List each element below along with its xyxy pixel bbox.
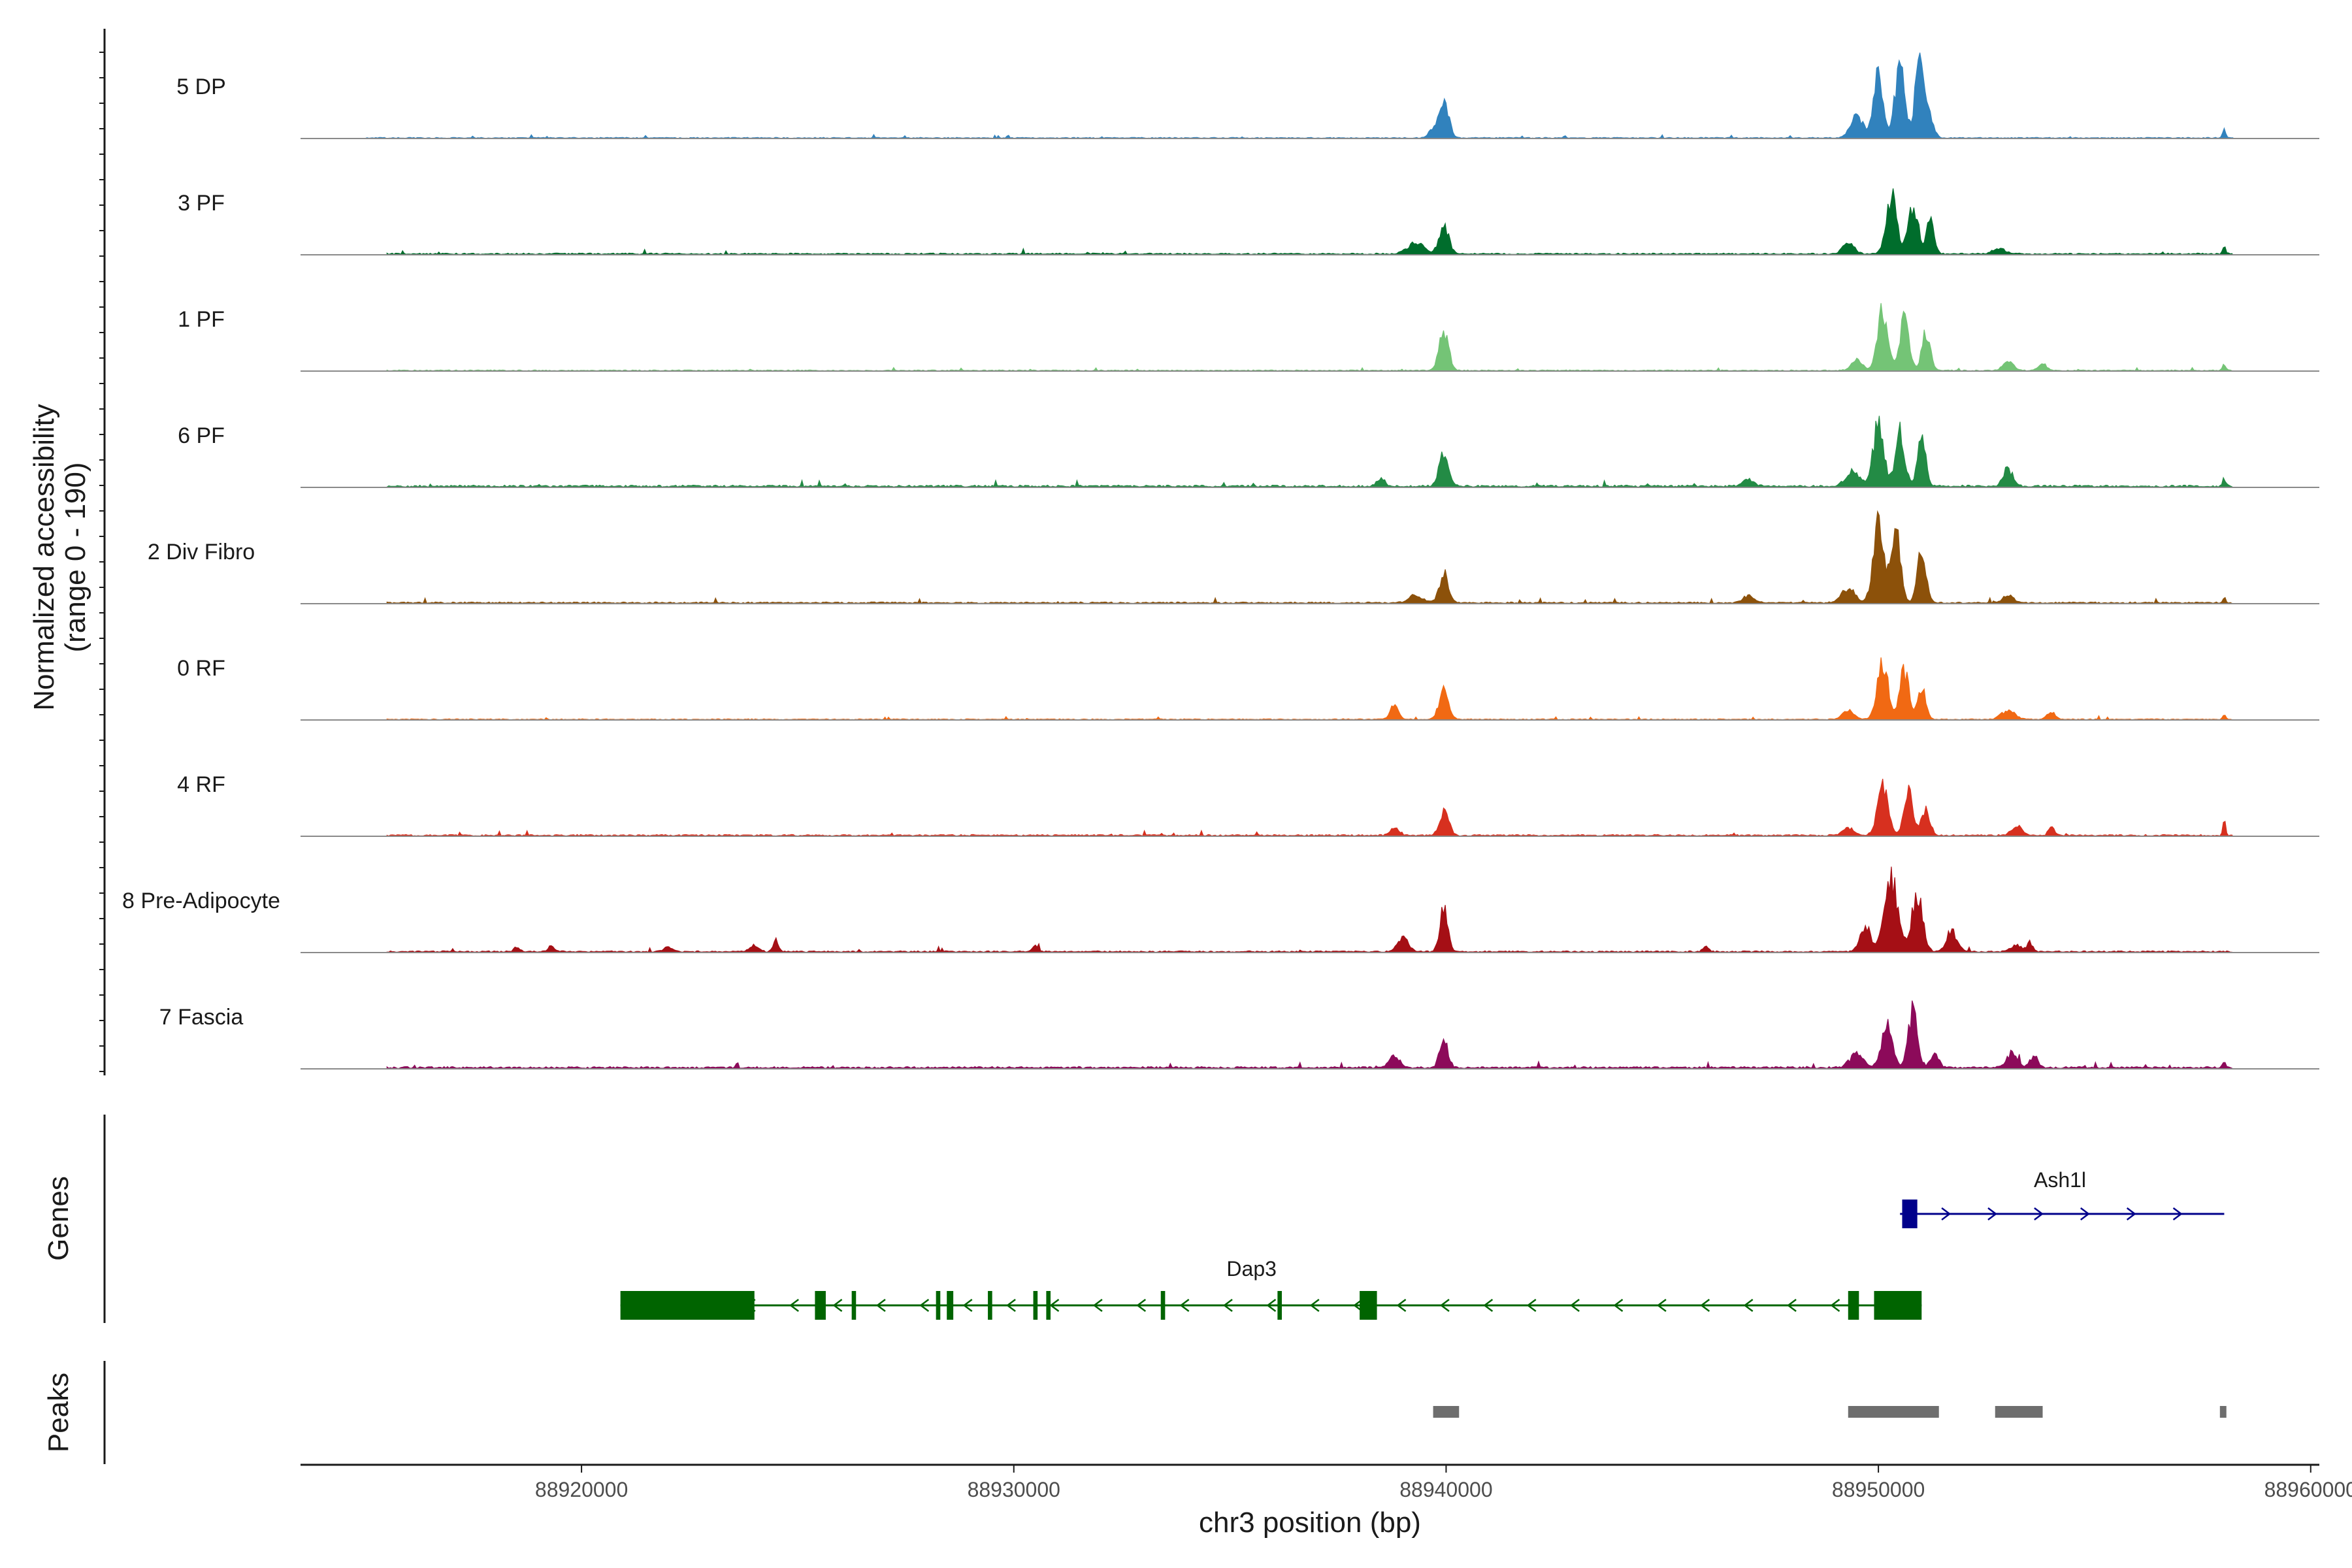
- y-axis-title: Normalized accessibility: [28, 404, 60, 710]
- gene-exon: [1033, 1291, 1038, 1320]
- strand-arrow-icon: [1526, 1299, 1537, 1312]
- strand-arrow-icon: [1266, 1299, 1277, 1312]
- x-axis-title: chr3 position (bp): [1199, 1507, 1421, 1539]
- track-label: 0 RF: [177, 656, 225, 681]
- strand-arrow-icon: [2034, 1207, 2044, 1220]
- strand-arrow-icon: [1483, 1299, 1494, 1312]
- strand-arrow-icon: [962, 1299, 973, 1312]
- y-axis-range: (range 0 - 190): [59, 462, 91, 652]
- genes-track-label: Genes: [42, 1176, 74, 1261]
- gene-exon: [936, 1291, 941, 1320]
- x-tick-label: 88930000: [968, 1478, 1060, 1501]
- x-tick-label: 88950000: [1832, 1478, 1925, 1501]
- coverage-area: [365, 52, 2234, 139]
- x-tick-label: 88940000: [1399, 1478, 1492, 1501]
- coverage-area: [386, 778, 2234, 837]
- gene-exon: [988, 1291, 992, 1320]
- coverage-area: [386, 1000, 2234, 1070]
- gene-exon: [1897, 1291, 1922, 1320]
- strand-arrow-icon: [832, 1299, 843, 1312]
- coverage-area: [386, 302, 2233, 372]
- gene-exon: [1160, 1291, 1166, 1320]
- strand-arrow-icon: [1222, 1299, 1233, 1312]
- strand-arrow-icon: [1092, 1299, 1103, 1312]
- strand-arrow-icon: [1656, 1299, 1667, 1312]
- strand-arrow-icon: [1787, 1299, 1797, 1312]
- coverage-area: [386, 188, 2234, 255]
- coverage-area: [386, 510, 2233, 604]
- track-label: 6 PF: [178, 423, 225, 448]
- x-tick-label: 88920000: [535, 1478, 628, 1501]
- gene-name-label: Ash1l: [2034, 1168, 2086, 1192]
- gene-exon: [620, 1291, 755, 1320]
- track-label: 5 DP: [176, 74, 226, 99]
- gene-exon: [947, 1291, 954, 1320]
- strand-arrow-icon: [1700, 1299, 1710, 1312]
- coverage-area: [386, 416, 2234, 488]
- track-label: 4 RF: [177, 772, 225, 797]
- gene-exon: [1902, 1200, 1918, 1228]
- peak-region: [1848, 1406, 1939, 1418]
- strand-arrow-icon: [919, 1299, 930, 1312]
- peak-region: [1995, 1406, 2043, 1418]
- strand-arrow-icon: [1743, 1299, 1754, 1312]
- strand-arrow-icon: [1396, 1299, 1407, 1312]
- strand-arrow-icon: [1613, 1299, 1624, 1312]
- strand-arrow-icon: [1179, 1299, 1190, 1312]
- strand-arrow-icon: [1941, 1207, 1952, 1220]
- coverage-area: [386, 866, 2233, 953]
- strand-arrow-icon: [1136, 1299, 1147, 1312]
- gene-exon: [815, 1291, 826, 1320]
- peak-region: [1433, 1406, 1460, 1418]
- coverage-area: [386, 657, 2233, 721]
- gene-exon: [1046, 1291, 1051, 1320]
- gene-name-label: Dap3: [1226, 1257, 1277, 1281]
- track-label: 7 Fascia: [159, 1005, 244, 1030]
- strand-arrow-icon: [1049, 1299, 1060, 1312]
- track-label: 1 PF: [178, 307, 225, 332]
- strand-arrow-icon: [1830, 1299, 1840, 1312]
- strand-arrow-icon: [1987, 1207, 1998, 1220]
- gene-exon: [851, 1291, 857, 1320]
- strand-arrow-icon: [875, 1299, 886, 1312]
- strand-arrow-icon: [1309, 1299, 1320, 1312]
- x-tick-label: 88960000: [2264, 1478, 2352, 1501]
- strand-arrow-icon: [2172, 1207, 2183, 1220]
- strand-arrow-icon: [1006, 1299, 1016, 1312]
- strand-arrow-icon: [1439, 1299, 1450, 1312]
- strand-arrow-icon: [2126, 1207, 2136, 1220]
- peaks-track-label: Peaks: [42, 1373, 74, 1452]
- strand-arrow-icon: [789, 1299, 799, 1312]
- gene-exon: [1360, 1291, 1377, 1320]
- track-label: 3 PF: [178, 191, 225, 216]
- gene-exon: [1277, 1291, 1282, 1320]
- strand-arrow-icon: [1570, 1299, 1580, 1312]
- peak-region: [2219, 1406, 2227, 1418]
- gene-exon: [1848, 1291, 1859, 1320]
- strand-arrow-icon: [2080, 1207, 2090, 1220]
- track-label: 2 Div Fibro: [148, 540, 255, 564]
- track-label: 8 Pre-Adipocyte: [122, 889, 280, 913]
